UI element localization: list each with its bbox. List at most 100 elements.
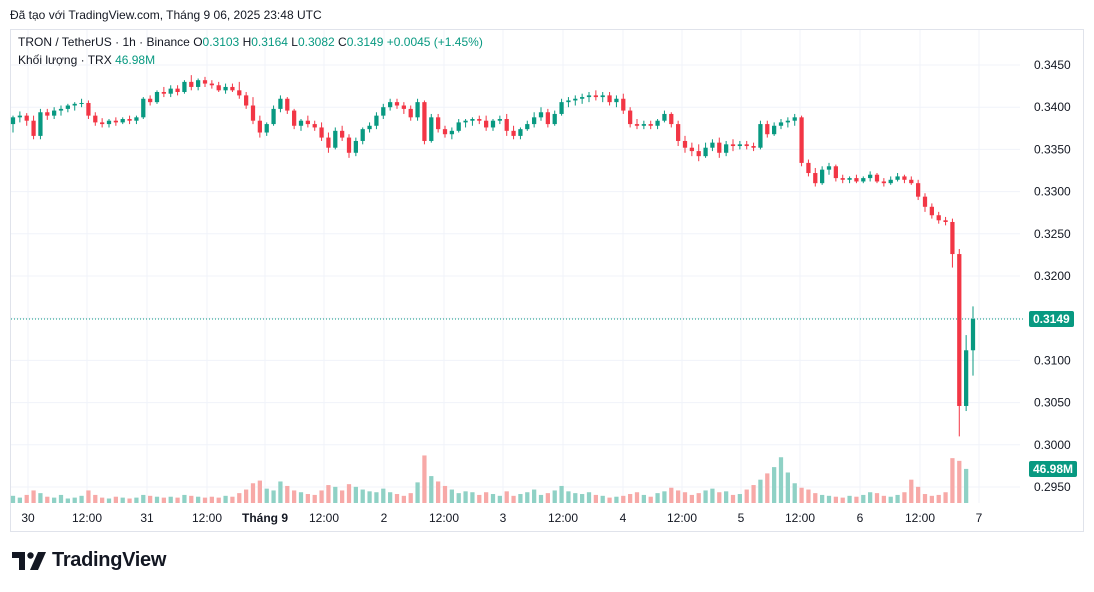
volume-bar	[367, 491, 372, 503]
candle-body	[154, 92, 160, 103]
candle-body	[333, 130, 338, 148]
candle-body	[902, 176, 907, 180]
volume-bar	[806, 489, 811, 503]
x-tick-label: 3	[500, 511, 507, 525]
volume-bar	[436, 481, 441, 503]
volume-bar	[86, 490, 91, 503]
volume-bar	[100, 497, 105, 503]
volume-bar	[895, 494, 900, 503]
candle-body	[511, 130, 516, 136]
candle-body	[895, 176, 900, 180]
candle-body	[216, 85, 221, 91]
volume-bar	[833, 496, 838, 503]
candle-body	[312, 124, 317, 128]
volume-bar	[628, 494, 633, 503]
candle-body	[826, 166, 832, 170]
volume-bar	[408, 493, 413, 503]
candle-body	[710, 142, 715, 148]
volume-bar	[72, 497, 77, 503]
volume-bar	[826, 495, 832, 503]
candle-body	[799, 117, 804, 163]
volume-bar	[154, 496, 160, 503]
volume-bar	[470, 492, 475, 503]
candle-body	[120, 119, 125, 123]
candle-body	[278, 98, 283, 109]
symbol-label[interactable]: TRON / TetherUS · 1h · Binance	[18, 35, 190, 49]
volume-bar	[916, 486, 921, 503]
volume-bar	[655, 493, 660, 503]
candle-body	[847, 178, 852, 180]
candle-body	[662, 113, 667, 121]
volume-bar	[593, 494, 598, 503]
candle-body	[648, 124, 653, 126]
volume-bar	[477, 494, 482, 503]
volume-bar	[792, 483, 797, 503]
volume-bar	[292, 490, 297, 503]
candle-body	[360, 129, 365, 141]
change-value: +0.0045 (+1.45%)	[386, 35, 483, 49]
volume-bar	[106, 498, 112, 503]
candle-body	[525, 124, 530, 130]
x-tick-label: 30	[21, 511, 35, 525]
volume-bar	[634, 492, 640, 503]
candle-body	[504, 119, 509, 131]
candle-body	[388, 102, 393, 108]
volume-bar	[333, 486, 338, 503]
volume-bar	[950, 458, 955, 503]
y-tick-label: 0.3200	[1034, 269, 1071, 283]
volume-label[interactable]: Khối lượng · TRX	[18, 53, 112, 67]
volume-bar	[957, 460, 962, 503]
candle-body	[820, 169, 825, 184]
candle-body	[38, 112, 43, 136]
volume-bar	[250, 483, 256, 503]
volume-bar	[881, 495, 886, 503]
volume-bar	[422, 455, 427, 503]
x-tick-label: Tháng 9	[242, 511, 288, 525]
candle-body	[52, 110, 57, 116]
candle-body	[868, 174, 873, 179]
volume-bar	[669, 487, 674, 503]
candle-body	[79, 102, 84, 104]
volume-bar	[868, 492, 873, 503]
candle-body	[319, 127, 324, 138]
candle-body	[833, 166, 838, 179]
volume-bar	[415, 482, 420, 503]
y-tick-label: 0.2950	[1034, 480, 1071, 494]
candle-body	[401, 105, 406, 109]
candle-body	[580, 97, 585, 99]
volume-bar	[271, 490, 276, 503]
volume-legend: Khối lượng · TRX 46.98M	[18, 53, 155, 67]
volume-bar	[209, 496, 214, 503]
candle-body	[566, 100, 571, 103]
volume-bar	[922, 494, 928, 503]
candle-body	[209, 83, 214, 86]
candle-body	[456, 122, 461, 131]
volume-bar	[161, 497, 166, 503]
volume-bar	[93, 494, 98, 503]
candle-body	[778, 122, 784, 126]
candle-body	[326, 137, 331, 148]
volume-bar	[751, 485, 756, 503]
candle-body	[271, 108, 276, 125]
volume-bar	[484, 492, 489, 503]
volume-bar	[717, 492, 722, 503]
volume-bar	[724, 491, 729, 503]
candle-body	[497, 119, 502, 121]
candle-body	[936, 215, 941, 221]
candle-body	[305, 120, 310, 125]
candle-body	[367, 125, 372, 130]
candle-body	[765, 124, 770, 135]
volume-bar	[449, 489, 454, 503]
candle-body	[175, 88, 180, 93]
y-tick-label: 0.3250	[1034, 227, 1071, 241]
candle-body	[374, 115, 379, 126]
candle-body	[696, 151, 701, 157]
candle-body	[10, 117, 16, 125]
candle-body	[724, 144, 729, 153]
tradingview-logo[interactable]: TradingView	[12, 549, 166, 572]
volume-bar	[257, 480, 262, 503]
volume-bar	[861, 494, 866, 503]
candle-body	[772, 125, 777, 135]
volume-bar	[772, 467, 777, 503]
